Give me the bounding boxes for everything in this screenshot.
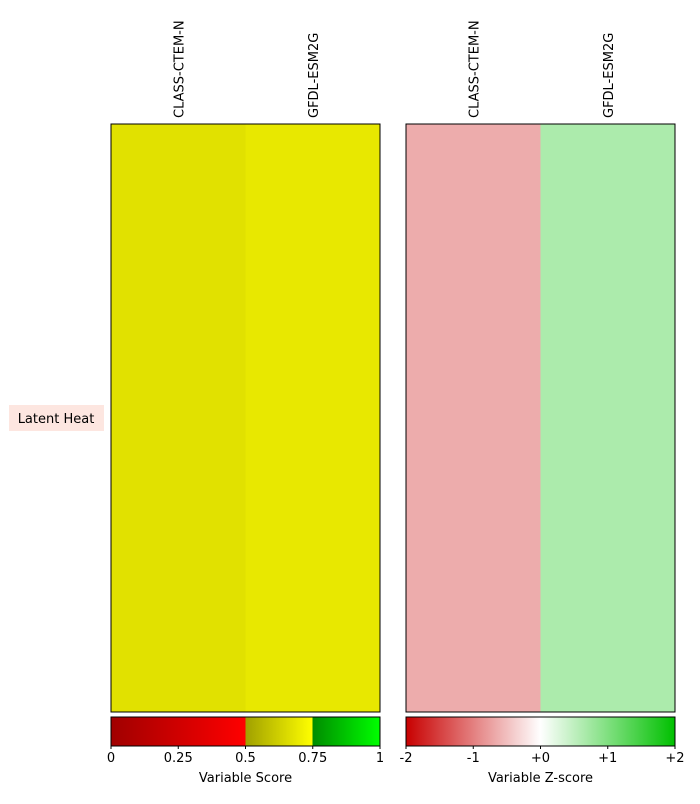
- row-label-bg: [9, 405, 104, 431]
- colorbar-tick-label: -1: [467, 751, 480, 766]
- colorbar-tick-label: +2: [665, 751, 684, 766]
- column-label: GFDL-ESM2G: [602, 33, 617, 118]
- colorbar: [110, 716, 381, 747]
- column-label: CLASS-CTEM-N: [172, 20, 187, 118]
- colorbar-tick-label: +1: [598, 751, 617, 766]
- heatmap-cell: [245, 124, 380, 712]
- colorbar-tick-label: +0: [531, 751, 550, 766]
- colorbar-tick-label: 0.25: [164, 751, 193, 766]
- colorbar-tick-label: 1: [376, 751, 384, 766]
- colorbar-tick-label: -2: [400, 751, 413, 766]
- column-label: CLASS-CTEM-N: [467, 20, 482, 118]
- heatmap-frame: [405, 123, 676, 713]
- heatmap-cell: [406, 124, 541, 712]
- heatmap-cell: [111, 124, 246, 712]
- colorbar-label: Variable Score: [199, 771, 292, 786]
- heatmap-cell: [540, 124, 675, 712]
- colorbar-tick-label: 0.75: [298, 751, 327, 766]
- colorbar-tick-label: 0: [107, 751, 115, 766]
- colorbar-label: Variable Z-score: [488, 771, 593, 786]
- colorbar: [405, 716, 676, 747]
- colorbar-tick-label: 0.5: [235, 751, 256, 766]
- heatmap-frame: [110, 123, 381, 713]
- column-label: GFDL-ESM2G: [307, 33, 322, 118]
- row-label: Latent Heat: [18, 412, 95, 427]
